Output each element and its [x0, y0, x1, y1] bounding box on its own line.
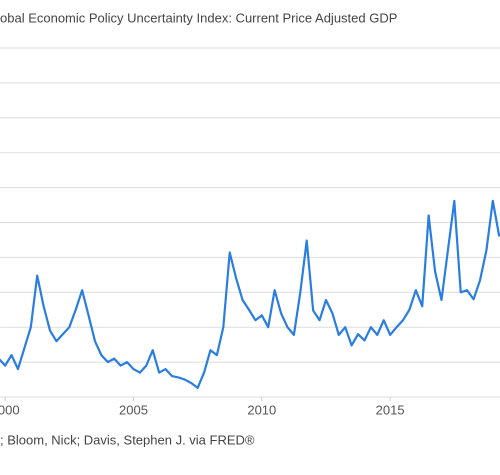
chart-title: obal Economic Policy Uncertainty Index: …: [0, 10, 397, 25]
x-tick-label: 2010: [247, 402, 276, 417]
x-tick-label: 2015: [376, 402, 405, 417]
x-tick-label: 2000: [0, 402, 20, 417]
source-note: ; Bloom, Nick; Davis, Stephen J. via FRE…: [0, 432, 255, 447]
x-tick-label: 2005: [119, 402, 148, 417]
data-line: [0, 199, 500, 390]
